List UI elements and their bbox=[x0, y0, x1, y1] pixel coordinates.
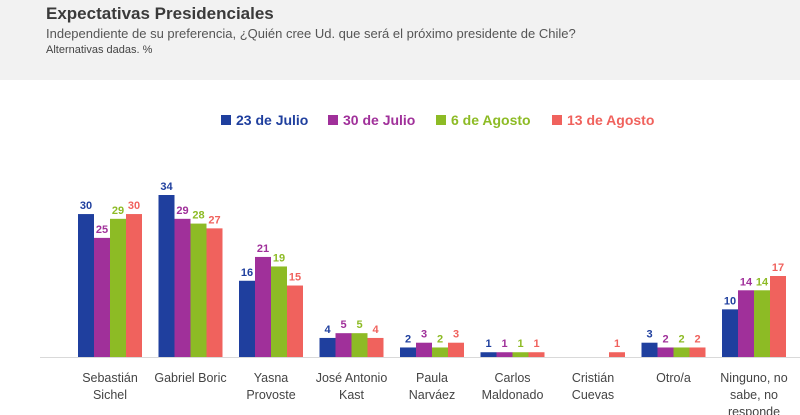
category-label-1: Sebastián Sichel bbox=[82, 371, 138, 402]
legend-swatch-series-1 bbox=[221, 115, 231, 125]
data-label-3-series-1: 16 bbox=[241, 267, 253, 279]
bar-3-series-2 bbox=[255, 256, 271, 357]
category-label-7: Cristián Cuevas bbox=[572, 371, 614, 402]
bar-8-series-2 bbox=[657, 347, 674, 357]
data-label-7-series-4: 1 bbox=[614, 338, 620, 350]
legend-swatch-series-2 bbox=[328, 115, 338, 125]
bar-6-series-3 bbox=[512, 352, 529, 357]
bar-4-series-1 bbox=[319, 337, 336, 357]
legend-item-series-4: 13 de Agosto bbox=[552, 110, 654, 130]
data-label-4-series-2: 5 bbox=[340, 319, 346, 331]
bar-8-series-1 bbox=[641, 342, 658, 357]
bar-2-series-3 bbox=[190, 223, 207, 357]
bar-4-series-3 bbox=[351, 333, 368, 357]
data-label-8-series-4: 2 bbox=[694, 333, 700, 345]
category-label-9: Ninguno, no sabe, no responde bbox=[720, 371, 787, 415]
category-label-5: Paula Narváez bbox=[409, 371, 456, 402]
bar-4-series-4 bbox=[367, 337, 384, 357]
chart-subtitle: Independiente de su preferencia, ¿Quién … bbox=[46, 26, 576, 41]
data-label-2-series-2: 29 bbox=[176, 205, 188, 217]
data-label-8-series-1: 3 bbox=[646, 329, 652, 341]
legend-item-series-3: 6 de Agosto bbox=[436, 110, 531, 130]
bar-9-series-2 bbox=[738, 290, 754, 357]
data-label-8-series-3: 2 bbox=[678, 333, 684, 345]
data-label-6-series-1: 1 bbox=[485, 338, 491, 350]
bar-5-series-2 bbox=[416, 342, 432, 357]
bar-5-series-4 bbox=[448, 342, 464, 357]
bar-5-series-1 bbox=[400, 347, 416, 357]
data-label-5-series-3: 2 bbox=[437, 333, 443, 345]
data-label-1-series-1: 30 bbox=[80, 200, 92, 212]
data-label-1-series-3: 29 bbox=[112, 205, 124, 217]
legend-item-series-1: 23 de Julio bbox=[221, 110, 308, 130]
bar-3-series-4 bbox=[287, 285, 303, 357]
data-label-4-series-4: 4 bbox=[372, 324, 379, 336]
data-label-1-series-2: 25 bbox=[96, 224, 108, 236]
data-label-3-series-3: 19 bbox=[273, 252, 285, 264]
bar-9-series-3 bbox=[754, 290, 770, 357]
bar-2-series-2 bbox=[174, 218, 191, 357]
data-label-8-series-2: 2 bbox=[662, 333, 668, 345]
legend-item-series-2: 30 de Julio bbox=[328, 110, 415, 130]
data-label-3-series-2: 21 bbox=[257, 243, 269, 255]
category-label-6: Carlos Maldonado bbox=[482, 371, 544, 402]
bar-5-series-3 bbox=[432, 347, 448, 357]
data-label-6-series-3: 1 bbox=[517, 338, 523, 350]
legend-swatch-series-4 bbox=[552, 115, 562, 125]
data-label-4-series-1: 4 bbox=[324, 324, 331, 336]
legend-swatch-series-3 bbox=[436, 115, 446, 125]
bar-8-series-4 bbox=[689, 347, 706, 357]
data-label-5-series-4: 3 bbox=[453, 329, 459, 341]
data-label-9-series-3: 14 bbox=[756, 276, 769, 288]
bar-1-series-3 bbox=[110, 218, 126, 357]
bar-6-series-1 bbox=[480, 352, 497, 357]
bar-1-series-2 bbox=[94, 237, 110, 357]
data-label-2-series-1: 34 bbox=[160, 181, 173, 193]
data-label-9-series-4: 17 bbox=[772, 262, 784, 274]
bar-6-series-2 bbox=[496, 352, 513, 357]
data-label-6-series-2: 1 bbox=[501, 338, 507, 350]
data-label-9-series-2: 14 bbox=[740, 276, 753, 288]
legend-label-series-2: 30 de Julio bbox=[343, 112, 416, 128]
legend-label-series-1: 23 de Julio bbox=[236, 112, 309, 128]
data-label-2-series-3: 28 bbox=[192, 210, 204, 222]
category-label-2: Gabriel Boric bbox=[154, 371, 226, 385]
bar-9-series-1 bbox=[722, 309, 738, 357]
chart-title: Expectativas Presidenciales bbox=[46, 4, 274, 23]
bar-2-series-1 bbox=[158, 195, 175, 357]
bar-7-series-4 bbox=[609, 352, 625, 357]
legend-label-series-4: 13 de Agosto bbox=[567, 112, 655, 128]
bar-3-series-3 bbox=[271, 266, 287, 357]
data-label-5-series-1: 2 bbox=[405, 333, 411, 345]
bar-1-series-1 bbox=[78, 214, 94, 357]
data-label-1-series-4: 30 bbox=[128, 200, 140, 212]
bar-6-series-4 bbox=[528, 352, 545, 357]
legend: 23 de Julio 30 de Julio 6 de Agosto 13 d… bbox=[0, 110, 800, 130]
bar-4-series-2 bbox=[335, 333, 352, 357]
category-label-3: Yasna Provoste bbox=[246, 371, 295, 402]
category-label-8: Otro/a bbox=[656, 371, 691, 385]
bar-9-series-4 bbox=[770, 276, 786, 357]
bar-8-series-3 bbox=[673, 347, 690, 357]
legend-label-series-3: 6 de Agosto bbox=[451, 112, 531, 128]
data-label-4-series-3: 5 bbox=[356, 319, 362, 331]
bar-1-series-4 bbox=[126, 214, 142, 357]
bar-3-series-1 bbox=[239, 280, 255, 357]
data-label-3-series-4: 15 bbox=[289, 272, 301, 284]
data-label-6-series-4: 1 bbox=[533, 338, 539, 350]
category-label-4: José Antonio Kast bbox=[316, 371, 388, 402]
header-band: Expectativas Presidenciales Independient… bbox=[0, 0, 800, 80]
data-label-2-series-4: 27 bbox=[208, 214, 220, 226]
data-label-9-series-1: 10 bbox=[724, 295, 736, 307]
chart-note: Alternativas dadas. % bbox=[46, 44, 153, 56]
bar-2-series-4 bbox=[206, 228, 223, 357]
data-label-5-series-2: 3 bbox=[421, 329, 427, 341]
